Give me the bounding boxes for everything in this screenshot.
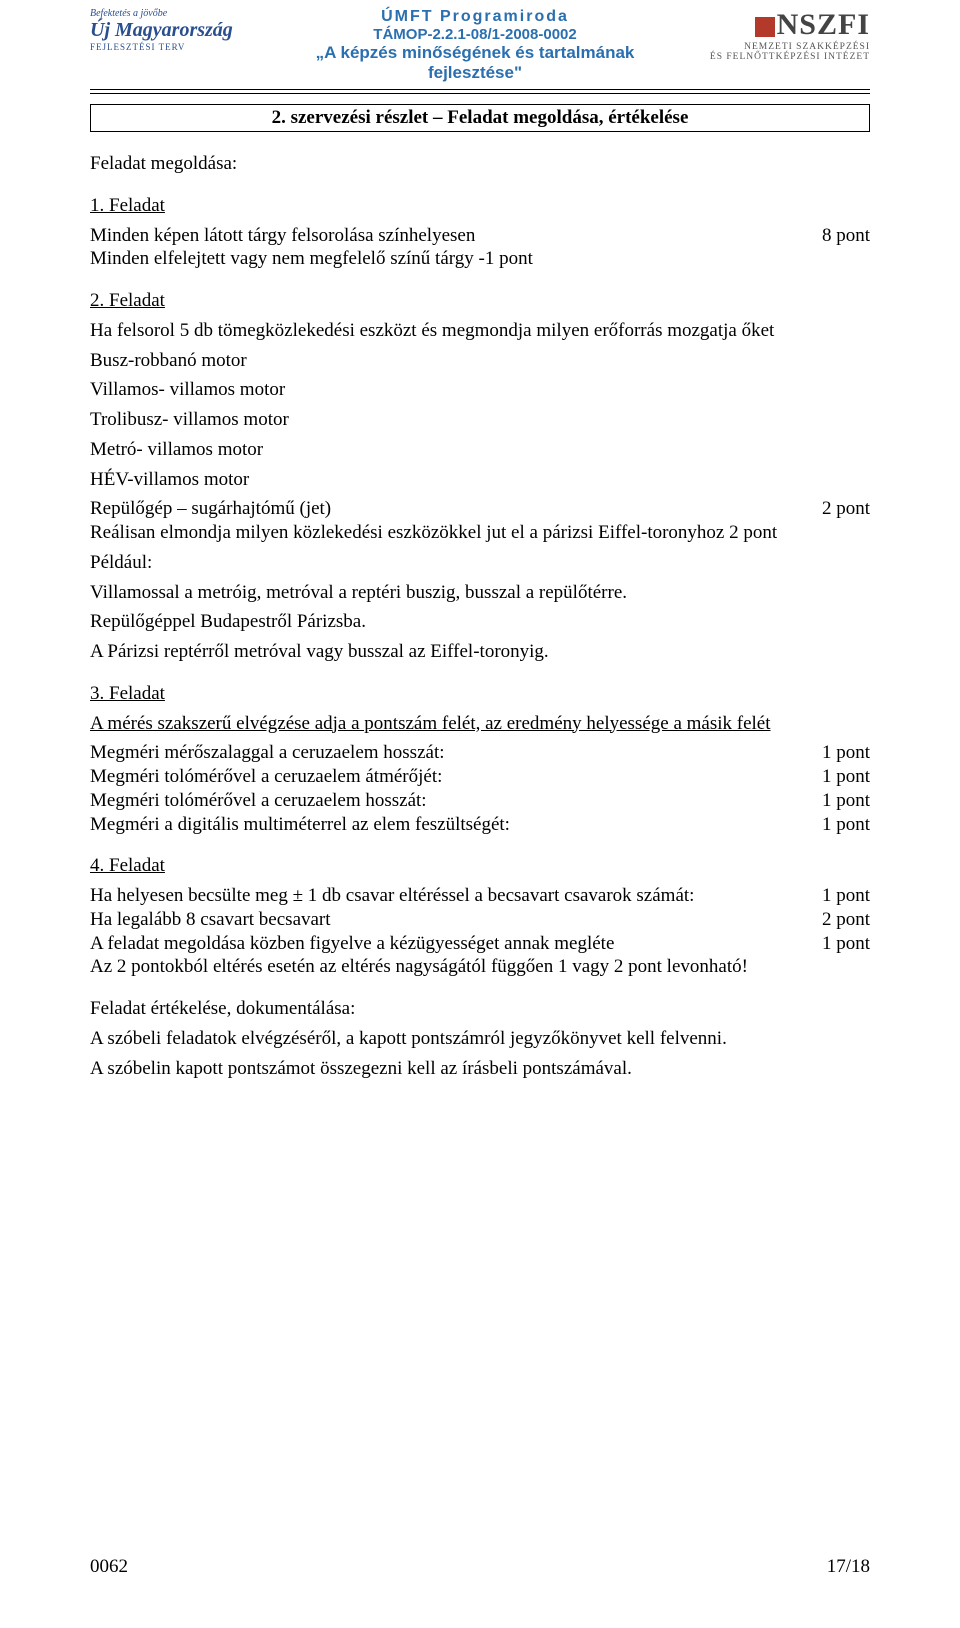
task1-heading: 1. Feladat [90,194,870,218]
logo-right-sub2: ÉS FELNŐTTKÉPZÉSI INTÉZET [640,52,870,62]
task3-p2: 1 pont [802,765,870,789]
task3-p1: 1 pont [802,741,870,765]
header-title-2: fejlesztése" [310,63,640,83]
footer-right: 17/18 [827,1556,870,1578]
header-code: TÁMOP-2.2.1-08/1-2008-0002 [310,26,640,43]
task3-r3: Megméri tolómérővel a ceruzaelem hosszát… [90,789,802,813]
task2-l10: Villamossal a metróig, metróval a reptér… [90,581,870,605]
task4-r2: Ha legalább 8 csavart becsavart [90,908,802,932]
task2-l7: Repülőgép – sugárhajtómű (jet) [90,497,802,521]
task2-p7: 2 pont [802,497,870,521]
task4-r3: A feladat megoldása közben figyelve a ké… [90,932,802,956]
task3-underline: A mérés szakszerű elvégzése adja a ponts… [90,712,870,736]
task2-l9: Például: [90,551,870,575]
task2-l2: Busz-robbanó motor [90,349,870,373]
header-program: ÚMFT Programiroda [310,8,640,26]
section-title: 2. szervezési részlet – Feladat megoldás… [90,104,870,132]
logo-right: NSZFI NEMZETI SZAKKÉPZÉSI ÉS FELNŐTTKÉPZ… [640,8,870,62]
closing-l1: Feladat értékelése, dokumentálása: [90,997,870,1021]
task3-r2: Megméri tolómérővel a ceruzaelem átmérőj… [90,765,802,789]
task1-row1: Minden képen látott tárgy felsorolása sz… [90,224,870,248]
task4-p1: 1 pont [802,884,870,908]
task2-l3: Villamos- villamos motor [90,378,870,402]
task4-heading: 4. Feladat [90,854,870,878]
task4-p2: 2 pont [802,908,870,932]
header-center: ÚMFT Programiroda TÁMOP-2.2.1-08/1-2008-… [310,8,640,83]
task2-row7: Repülőgép – sugárhajtómű (jet) 2 pont [90,497,870,521]
page: Befektetés a jövőbe Új Magyarország FEJL… [0,0,960,1628]
task4-row2: Ha legalább 8 csavart becsavart 2 pont [90,908,870,932]
task2-l8: Reálisan elmondja milyen közlekedési esz… [90,521,870,545]
task3-p3: 1 pont [802,789,870,813]
task2-l11: Repülőgéppel Budapestről Párizsba. [90,610,870,634]
task3-row3: Megméri tolómérővel a ceruzaelem hosszát… [90,789,870,813]
task2-heading: 2. Feladat [90,289,870,313]
logo-left: Befektetés a jövőbe Új Magyarország FEJL… [90,8,310,52]
logo-right-text: NSZFI [777,8,870,41]
task3-row1: Megméri mérőszalaggal a ceruzaelem hossz… [90,741,870,765]
header-title-1: „A képzés minőségének és tartalmának [310,43,640,63]
task2-l6: HÉV-villamos motor [90,468,870,492]
task3-p4: 1 pont [802,813,870,837]
task4-p3: 1 pont [802,932,870,956]
task4-r1: Ha helyesen becsülte meg ± 1 db csavar e… [90,884,802,908]
logo-right-name: NSZFI [640,8,870,42]
task4-row1: Ha helyesen becsülte meg ± 1 db csavar e… [90,884,870,908]
intro: Feladat megoldása: [90,152,870,176]
task2-l1: Ha felsorol 5 db tömegközlekedési eszköz… [90,319,870,343]
task2-l5: Metró- villamos motor [90,438,870,462]
logo-box-icon [755,17,775,37]
task3-heading: 3. Feladat [90,682,870,706]
task1-line2: Minden elfelejtett vagy nem megfelelő sz… [90,247,870,271]
logo-right-sub1: NEMZETI SZAKKÉPZÉSI [640,42,870,52]
header-divider [90,89,870,94]
footer-left: 0062 [90,1556,128,1578]
closing-l3: A szóbelin kapott pontszámot összegezni … [90,1057,870,1081]
logo-left-main: Új Magyarország [90,19,310,42]
logo-left-tag: Befektetés a jövőbe [90,8,310,19]
task4-note: Az 2 pontokból eltérés esetén az eltérés… [90,955,870,979]
task3-row2: Megméri tolómérővel a ceruzaelem átmérőj… [90,765,870,789]
task3-row4: Megméri a digitális multiméterrel az ele… [90,813,870,837]
task1-points1: 8 pont [802,224,870,248]
closing-l2: A szóbeli feladatok elvégzéséről, a kapo… [90,1027,870,1051]
task3-r4: Megméri a digitális multiméterrel az ele… [90,813,802,837]
task1-line1: Minden képen látott tárgy felsorolása sz… [90,224,802,248]
logo-left-sub: FEJLESZTÉSI TERV [90,42,310,52]
task3-r1: Megméri mérőszalaggal a ceruzaelem hossz… [90,741,802,765]
body: Feladat megoldása: 1. Feladat Minden kép… [90,152,870,1080]
page-footer: 0062 17/18 [90,1556,870,1578]
task4-row3: A feladat megoldása közben figyelve a ké… [90,932,870,956]
task2-l12: A Párizsi reptérről metróval vagy bussza… [90,640,870,664]
task2-l4: Trolibusz- villamos motor [90,408,870,432]
page-header: Befektetés a jövőbe Új Magyarország FEJL… [90,0,870,83]
